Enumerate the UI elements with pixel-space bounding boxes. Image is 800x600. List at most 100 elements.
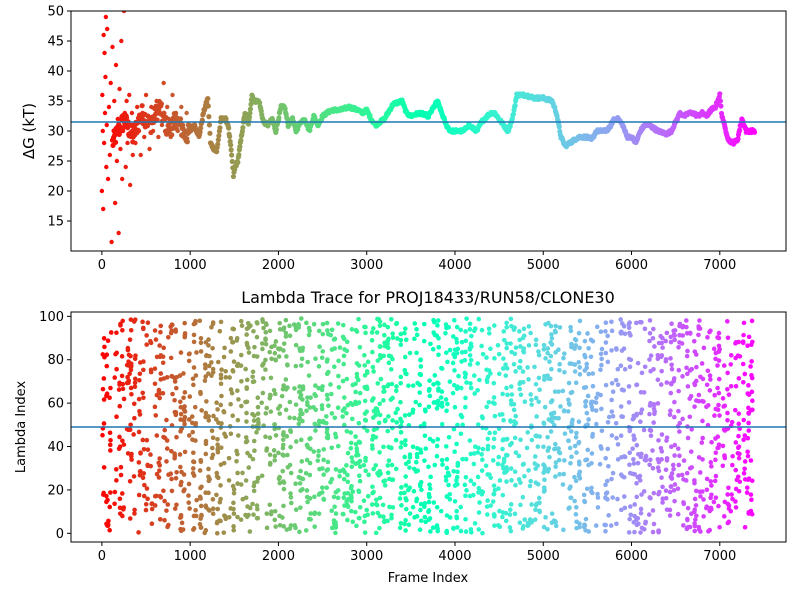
lambda-point	[172, 453, 178, 459]
lambda-point	[485, 374, 491, 380]
lambda-point	[639, 370, 645, 376]
lambda-point	[158, 323, 164, 329]
lambda-point	[451, 351, 456, 357]
lambda-point	[689, 465, 695, 470]
lambda-point	[545, 346, 551, 351]
lambda-point	[377, 412, 383, 418]
x-tick-label: 2000	[262, 258, 295, 273]
lambda-point	[145, 320, 151, 326]
lambda-point	[443, 444, 449, 449]
lambda-point	[388, 367, 394, 372]
lambda-point	[657, 489, 662, 495]
lambda-point	[709, 464, 714, 469]
lambda-point	[537, 387, 542, 393]
lambda-point	[750, 398, 755, 404]
lambda-point	[100, 352, 106, 357]
lambda-point	[395, 336, 400, 341]
lambda-point	[333, 431, 338, 437]
lambda-point	[148, 367, 154, 373]
lambda-point	[329, 445, 335, 451]
lambda-point	[231, 506, 236, 512]
lambda-point	[169, 448, 174, 454]
lambda-point	[603, 350, 609, 356]
lambda-point	[517, 520, 523, 525]
lambda-point	[501, 459, 507, 465]
lambda-point	[430, 346, 436, 352]
lambda-point	[319, 490, 325, 495]
lambda-point	[598, 367, 603, 373]
lambda-point	[660, 496, 665, 502]
lambda-point	[268, 375, 274, 381]
lambda-point	[639, 319, 644, 325]
lambda-point	[324, 392, 330, 398]
dg-point	[217, 125, 223, 131]
lambda-point	[254, 334, 260, 340]
dg-point	[276, 115, 282, 121]
lambda-point	[181, 371, 186, 376]
dg-point	[119, 38, 124, 44]
lambda-point	[370, 490, 375, 496]
lambda-point	[475, 361, 481, 366]
lambda-point	[469, 333, 474, 339]
lambda-point	[355, 452, 361, 458]
lambda-point	[635, 360, 641, 366]
lambda-point	[426, 494, 432, 499]
lambda-point	[194, 497, 199, 503]
lambda-point	[411, 488, 417, 494]
lambda-point	[306, 332, 312, 338]
lambda-point	[606, 414, 612, 420]
lambda-point	[362, 530, 368, 535]
lambda-point	[541, 342, 547, 348]
lambda-point	[422, 504, 427, 510]
lambda-point	[193, 513, 199, 519]
lambda-point	[287, 399, 293, 405]
lambda-point	[297, 529, 302, 535]
lambda-point	[362, 324, 367, 330]
lambda-point	[194, 350, 199, 355]
lambda-point	[280, 468, 286, 474]
lambda-point	[651, 366, 656, 372]
lambda-point	[423, 408, 428, 414]
lambda-point	[344, 429, 350, 434]
lambda-point	[132, 380, 138, 386]
lambda-point	[235, 481, 240, 486]
lambda-point	[694, 378, 699, 384]
lambda-point	[484, 512, 490, 517]
dg-point	[247, 110, 253, 116]
lambda-point	[264, 446, 270, 451]
lambda-point	[685, 505, 691, 511]
lambda-point	[137, 472, 143, 478]
lambda-point	[244, 419, 249, 424]
lambda-point	[573, 512, 579, 517]
lambda-point	[676, 344, 681, 350]
lambda-point	[177, 452, 183, 457]
lambda-point	[626, 384, 632, 389]
lambda-point	[255, 395, 261, 401]
lambda-point	[599, 356, 604, 362]
lambda-point	[385, 383, 390, 389]
lambda-point	[113, 467, 119, 472]
lambda-point	[491, 491, 496, 497]
lambda-point	[529, 397, 534, 403]
lambda-point	[715, 407, 721, 413]
lambda-point	[321, 472, 327, 477]
lambda-point	[403, 438, 408, 443]
lambda-point	[344, 376, 350, 382]
dg-point	[214, 149, 220, 155]
lambda-point	[427, 516, 433, 521]
lambda-point	[203, 451, 209, 457]
lambda-point	[288, 428, 293, 433]
lambda-point	[244, 377, 250, 383]
lambda-point	[283, 317, 289, 323]
lambda-point	[428, 474, 433, 480]
dg-point	[119, 176, 125, 182]
lambda-point	[373, 434, 379, 440]
lambda-point	[206, 507, 211, 512]
lambda-point	[548, 429, 554, 434]
lambda-point	[331, 337, 337, 342]
lambda-point	[213, 417, 219, 422]
lambda-point	[681, 500, 686, 505]
lambda-point	[132, 317, 138, 322]
lambda-point	[204, 399, 209, 404]
lambda-point	[450, 390, 456, 396]
